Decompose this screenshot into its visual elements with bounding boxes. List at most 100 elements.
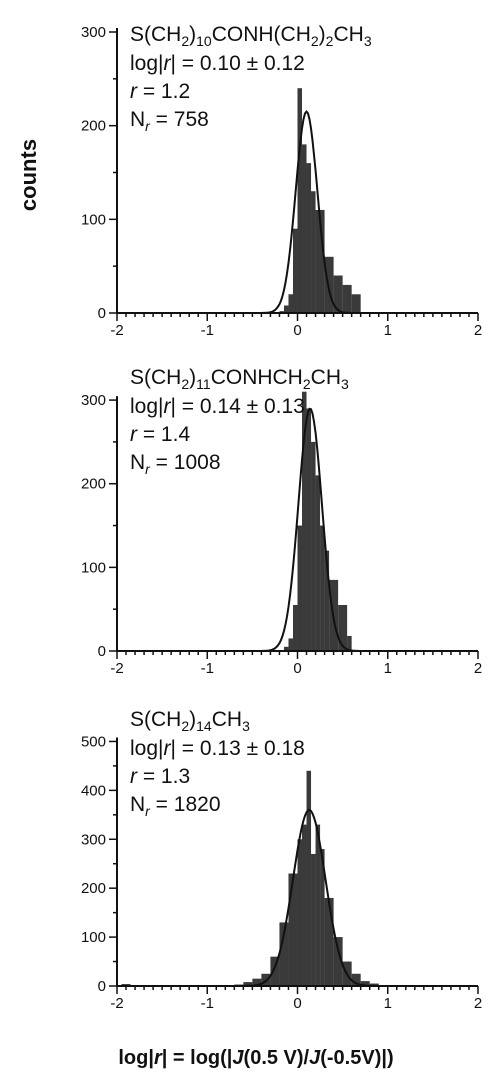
stat-r-part: = 1.4: [137, 423, 190, 446]
histogram-bar: [270, 956, 280, 986]
histogram-bar: [324, 897, 334, 986]
title-subscript: 11: [196, 376, 211, 392]
y-tick-label: 100: [81, 211, 106, 228]
title-subscript: 2: [181, 376, 189, 392]
histogram-bar: [288, 873, 298, 986]
histogram-bar: [351, 294, 361, 313]
stat-n-part: = 758: [150, 108, 209, 131]
histogram-bar: [315, 209, 325, 313]
y-tick-label: 200: [81, 476, 106, 493]
stat-n-subscript: r: [145, 461, 151, 477]
title-part: S(CH: [130, 366, 181, 389]
stat-n: Nr = 1008: [130, 451, 221, 477]
histogram-bar: [302, 391, 307, 651]
stat-n-part: N: [130, 793, 145, 816]
title-subscript: 10: [196, 33, 212, 49]
x-tick-label: -2: [110, 995, 123, 1012]
stat-n-subscript: r: [145, 118, 151, 134]
y-tick-label: 100: [81, 929, 106, 946]
title-subscript: 2: [181, 33, 189, 49]
histogram-bar: [279, 922, 289, 986]
y-tick-label: 200: [81, 118, 106, 135]
stat-n-part: N: [130, 108, 145, 131]
x-tick-label: 1: [384, 995, 392, 1012]
histogram-bar: [292, 228, 298, 313]
stat-log-r-part: | = 0.14 ± 0.13: [170, 395, 304, 418]
histogram-bar: [342, 284, 352, 313]
histogram-bar: [297, 525, 303, 651]
stat-log-r-part: log|: [130, 52, 163, 75]
stat-n: Nr = 1820: [130, 793, 221, 819]
histogram-bar: [252, 978, 262, 986]
y-tick-label: 300: [81, 392, 106, 409]
title-part: CH: [311, 366, 341, 389]
stat-n-part: N: [130, 451, 145, 474]
title-subscript: 3: [364, 33, 372, 49]
title-part: S(CH: [130, 23, 181, 46]
title-part: ): [189, 366, 196, 389]
stat-log-r: log|r| = 0.13 ± 0.18: [130, 737, 305, 760]
histogram-bar: [297, 88, 303, 313]
x-tick-label: 1: [384, 660, 392, 677]
histogram-bar: [351, 973, 361, 986]
histogram-panel-3: -2 -1 0 1 20100200300400500S(CH2)14CH3log|r|…: [81, 708, 482, 1012]
x-tick-label: 2: [474, 322, 482, 339]
x-tick-label: 0: [293, 995, 301, 1012]
title-subscript: 3: [242, 718, 250, 734]
panel-title: S(CH2)14CH3: [130, 708, 250, 734]
histogram-bar: [347, 635, 352, 651]
x-tick-label: 2: [474, 995, 482, 1012]
histogram-bar: [369, 983, 379, 986]
histogram-bar: [302, 824, 307, 986]
stat-n-part: = 1008: [150, 451, 221, 474]
histogram-bar: [315, 824, 321, 986]
x-axis-label-part: r: [154, 1047, 163, 1069]
x-tick-label: -2: [110, 322, 123, 339]
stat-r-part: = 1.3: [137, 765, 190, 788]
histogram-bar: [338, 605, 348, 651]
y-tick-label: 300: [81, 24, 106, 41]
x-tick-label: 2: [474, 660, 482, 677]
x-axis-label-part: | = log(|: [162, 1047, 233, 1069]
stat-r-part: r: [130, 423, 138, 446]
panel-title: S(CH2)11CONHCH2CH3: [130, 366, 349, 392]
stat-log-r-part: | = 0.13 ± 0.18: [170, 737, 304, 760]
histogram-bar: [292, 605, 298, 651]
y-tick-label: 300: [81, 831, 106, 848]
x-axis-label-part: J: [309, 1047, 321, 1069]
x-axis-label-part: (-0.5V)|): [320, 1047, 393, 1069]
title-subscript: 2: [326, 33, 334, 49]
x-tick-label: 1: [384, 322, 392, 339]
stat-log-r-part: log|: [130, 395, 163, 418]
histogram-bar: [333, 275, 343, 313]
title-part: CONHCH: [211, 366, 303, 389]
stat-r: r = 1.4: [130, 423, 190, 446]
stat-r-part: = 1.2: [137, 80, 190, 103]
stat-r: r = 1.2: [130, 80, 190, 103]
histogram-bar: [333, 937, 343, 986]
title-part: S(CH: [130, 708, 181, 731]
histogram-bar: [360, 981, 370, 986]
histogram-bar: [288, 638, 293, 651]
stat-log-r-part: r: [163, 737, 171, 760]
x-tick-label: -1: [201, 660, 214, 677]
stat-log-r: log|r| = 0.14 ± 0.13: [130, 395, 305, 418]
histogram-bar: [283, 646, 289, 651]
histogram-bar: [297, 839, 303, 986]
title-part: CH: [333, 23, 363, 46]
histogram-bar: [320, 849, 325, 986]
histogram-bar: [311, 853, 316, 986]
stat-log-r-part: r: [163, 52, 171, 75]
stat-r-part: r: [130, 765, 138, 788]
histogram-bar: [306, 408, 312, 651]
stat-log-r-part: log|: [130, 737, 163, 760]
stat-n-part: = 1820: [150, 793, 221, 816]
histogram-bar: [283, 305, 289, 313]
title-part: ): [189, 708, 196, 731]
histogram-bar: [324, 256, 334, 313]
y-tick-label: 200: [81, 880, 106, 897]
title-subscript: 14: [196, 718, 212, 734]
x-tick-label: 0: [293, 322, 301, 339]
x-axis-label-part: J: [232, 1047, 244, 1069]
